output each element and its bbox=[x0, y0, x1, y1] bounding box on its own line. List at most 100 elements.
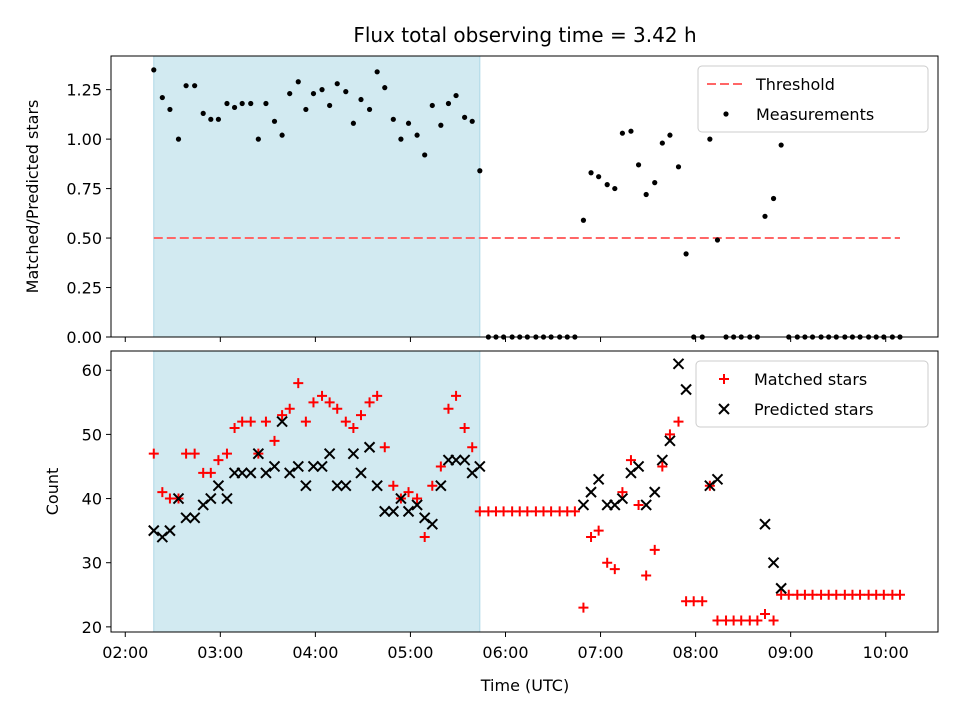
matched-star-point bbox=[181, 448, 192, 459]
predicted-star-point bbox=[268, 460, 281, 473]
predicted-star-point bbox=[245, 467, 257, 479]
measurement-point bbox=[438, 122, 444, 128]
matched-star-point bbox=[157, 487, 168, 498]
predicted-star-point bbox=[672, 358, 685, 370]
matched-star-point bbox=[474, 506, 485, 517]
predicted-star-point bbox=[212, 480, 225, 492]
measurement-point bbox=[628, 128, 634, 134]
matched-star-point bbox=[736, 615, 747, 626]
measurement-point bbox=[619, 130, 626, 136]
measurement-point bbox=[215, 116, 222, 122]
predicted-star-point bbox=[340, 480, 352, 492]
predicted-star-point bbox=[387, 505, 400, 518]
matched-star-point bbox=[356, 410, 367, 421]
predicted-star-point bbox=[236, 467, 248, 479]
matched-star-point bbox=[308, 397, 319, 408]
predicted-star-point bbox=[148, 524, 160, 537]
predicted-star-point bbox=[276, 415, 288, 428]
matched-star-point bbox=[388, 480, 399, 491]
predicted-star-point bbox=[164, 524, 176, 537]
predicted-star-point bbox=[292, 460, 304, 473]
predicted-star-point bbox=[205, 492, 217, 505]
predicted-star-point bbox=[284, 467, 296, 479]
predicted-star-point bbox=[316, 460, 328, 473]
measurement-point bbox=[192, 83, 198, 89]
measurement-point bbox=[374, 69, 380, 75]
measurement-point bbox=[596, 174, 602, 180]
matched-star-point bbox=[324, 397, 335, 408]
y-tick-label: 1.00 bbox=[66, 130, 102, 149]
y-axis-label: Count bbox=[43, 468, 62, 516]
measurement-point bbox=[327, 102, 333, 109]
predicted-star-point bbox=[172, 492, 185, 505]
matched-star-point bbox=[348, 422, 359, 433]
matched-star-point bbox=[435, 461, 446, 472]
matched-star-point bbox=[593, 525, 604, 536]
observing-window-shade bbox=[153, 55, 481, 338]
matched-star-point bbox=[221, 448, 232, 459]
measurement-point bbox=[588, 170, 594, 176]
predicted-star-point bbox=[221, 492, 233, 505]
predicted-star-point bbox=[640, 499, 652, 511]
x-tick-label: 02:00 bbox=[102, 643, 148, 662]
measurement-point bbox=[422, 152, 428, 158]
matched-star-point bbox=[546, 506, 557, 517]
matched-star-point bbox=[649, 544, 660, 555]
predicted-star-point bbox=[307, 460, 320, 473]
matched-star-point bbox=[617, 487, 628, 498]
predicted-star-point bbox=[426, 518, 439, 530]
predicted-star-point bbox=[371, 480, 383, 492]
matched-star-point bbox=[807, 589, 818, 600]
matched-star-point bbox=[379, 442, 390, 453]
measurement-point bbox=[382, 85, 388, 91]
measurement-point bbox=[366, 106, 373, 113]
matched-star-point bbox=[205, 467, 216, 478]
matched-star-point bbox=[237, 416, 248, 427]
measurement-point bbox=[462, 114, 468, 120]
predicted-star-point bbox=[759, 518, 771, 530]
x-tick-label: 04:00 bbox=[292, 643, 338, 662]
x-tick-label: 03:00 bbox=[197, 643, 243, 662]
predicted-star-point bbox=[616, 492, 629, 505]
measurement-point bbox=[659, 140, 665, 146]
predicted-star-point bbox=[411, 499, 423, 511]
matched-star-point bbox=[831, 589, 842, 600]
measurement-point bbox=[675, 164, 682, 170]
measurement-point bbox=[279, 132, 285, 138]
legend-predicted-swatch bbox=[718, 403, 730, 415]
legend-box bbox=[697, 65, 929, 133]
measurement-point bbox=[183, 83, 189, 89]
y-tick-label: 0.50 bbox=[66, 229, 102, 248]
matched-star-point bbox=[419, 532, 430, 543]
matched-star-point bbox=[293, 378, 304, 389]
measurement-point bbox=[358, 96, 364, 103]
matched-star-point bbox=[633, 499, 644, 510]
matched-star-point bbox=[673, 416, 684, 427]
predicted-star-point bbox=[450, 454, 462, 466]
measurement-point bbox=[239, 100, 245, 107]
measurement-point bbox=[580, 217, 587, 223]
legend-label: Matched stars bbox=[754, 370, 867, 389]
measurement-point bbox=[707, 136, 713, 142]
measurement-point bbox=[604, 182, 610, 188]
y-tick-label: 50 bbox=[82, 425, 102, 444]
predicted-star-point bbox=[649, 486, 661, 498]
x-tick-label: 06:00 bbox=[482, 643, 528, 662]
predicted-star-point bbox=[592, 473, 605, 486]
matched-star-point bbox=[878, 589, 889, 600]
predicted-star-point bbox=[775, 582, 787, 595]
measurement-point bbox=[295, 79, 301, 85]
matched-star-point bbox=[300, 416, 311, 427]
predicted-star-point bbox=[331, 480, 343, 492]
measurement-point bbox=[334, 81, 340, 87]
measurement-point bbox=[151, 67, 157, 73]
measurement-point bbox=[303, 106, 309, 113]
legend-label: Predicted stars bbox=[754, 400, 874, 419]
matched-star-point bbox=[602, 557, 613, 568]
legend-box bbox=[695, 360, 929, 428]
predicted-star-point bbox=[435, 480, 447, 492]
matched-star-point bbox=[894, 589, 905, 600]
matched-star-point bbox=[712, 615, 723, 626]
predicted-star-point bbox=[656, 454, 669, 466]
